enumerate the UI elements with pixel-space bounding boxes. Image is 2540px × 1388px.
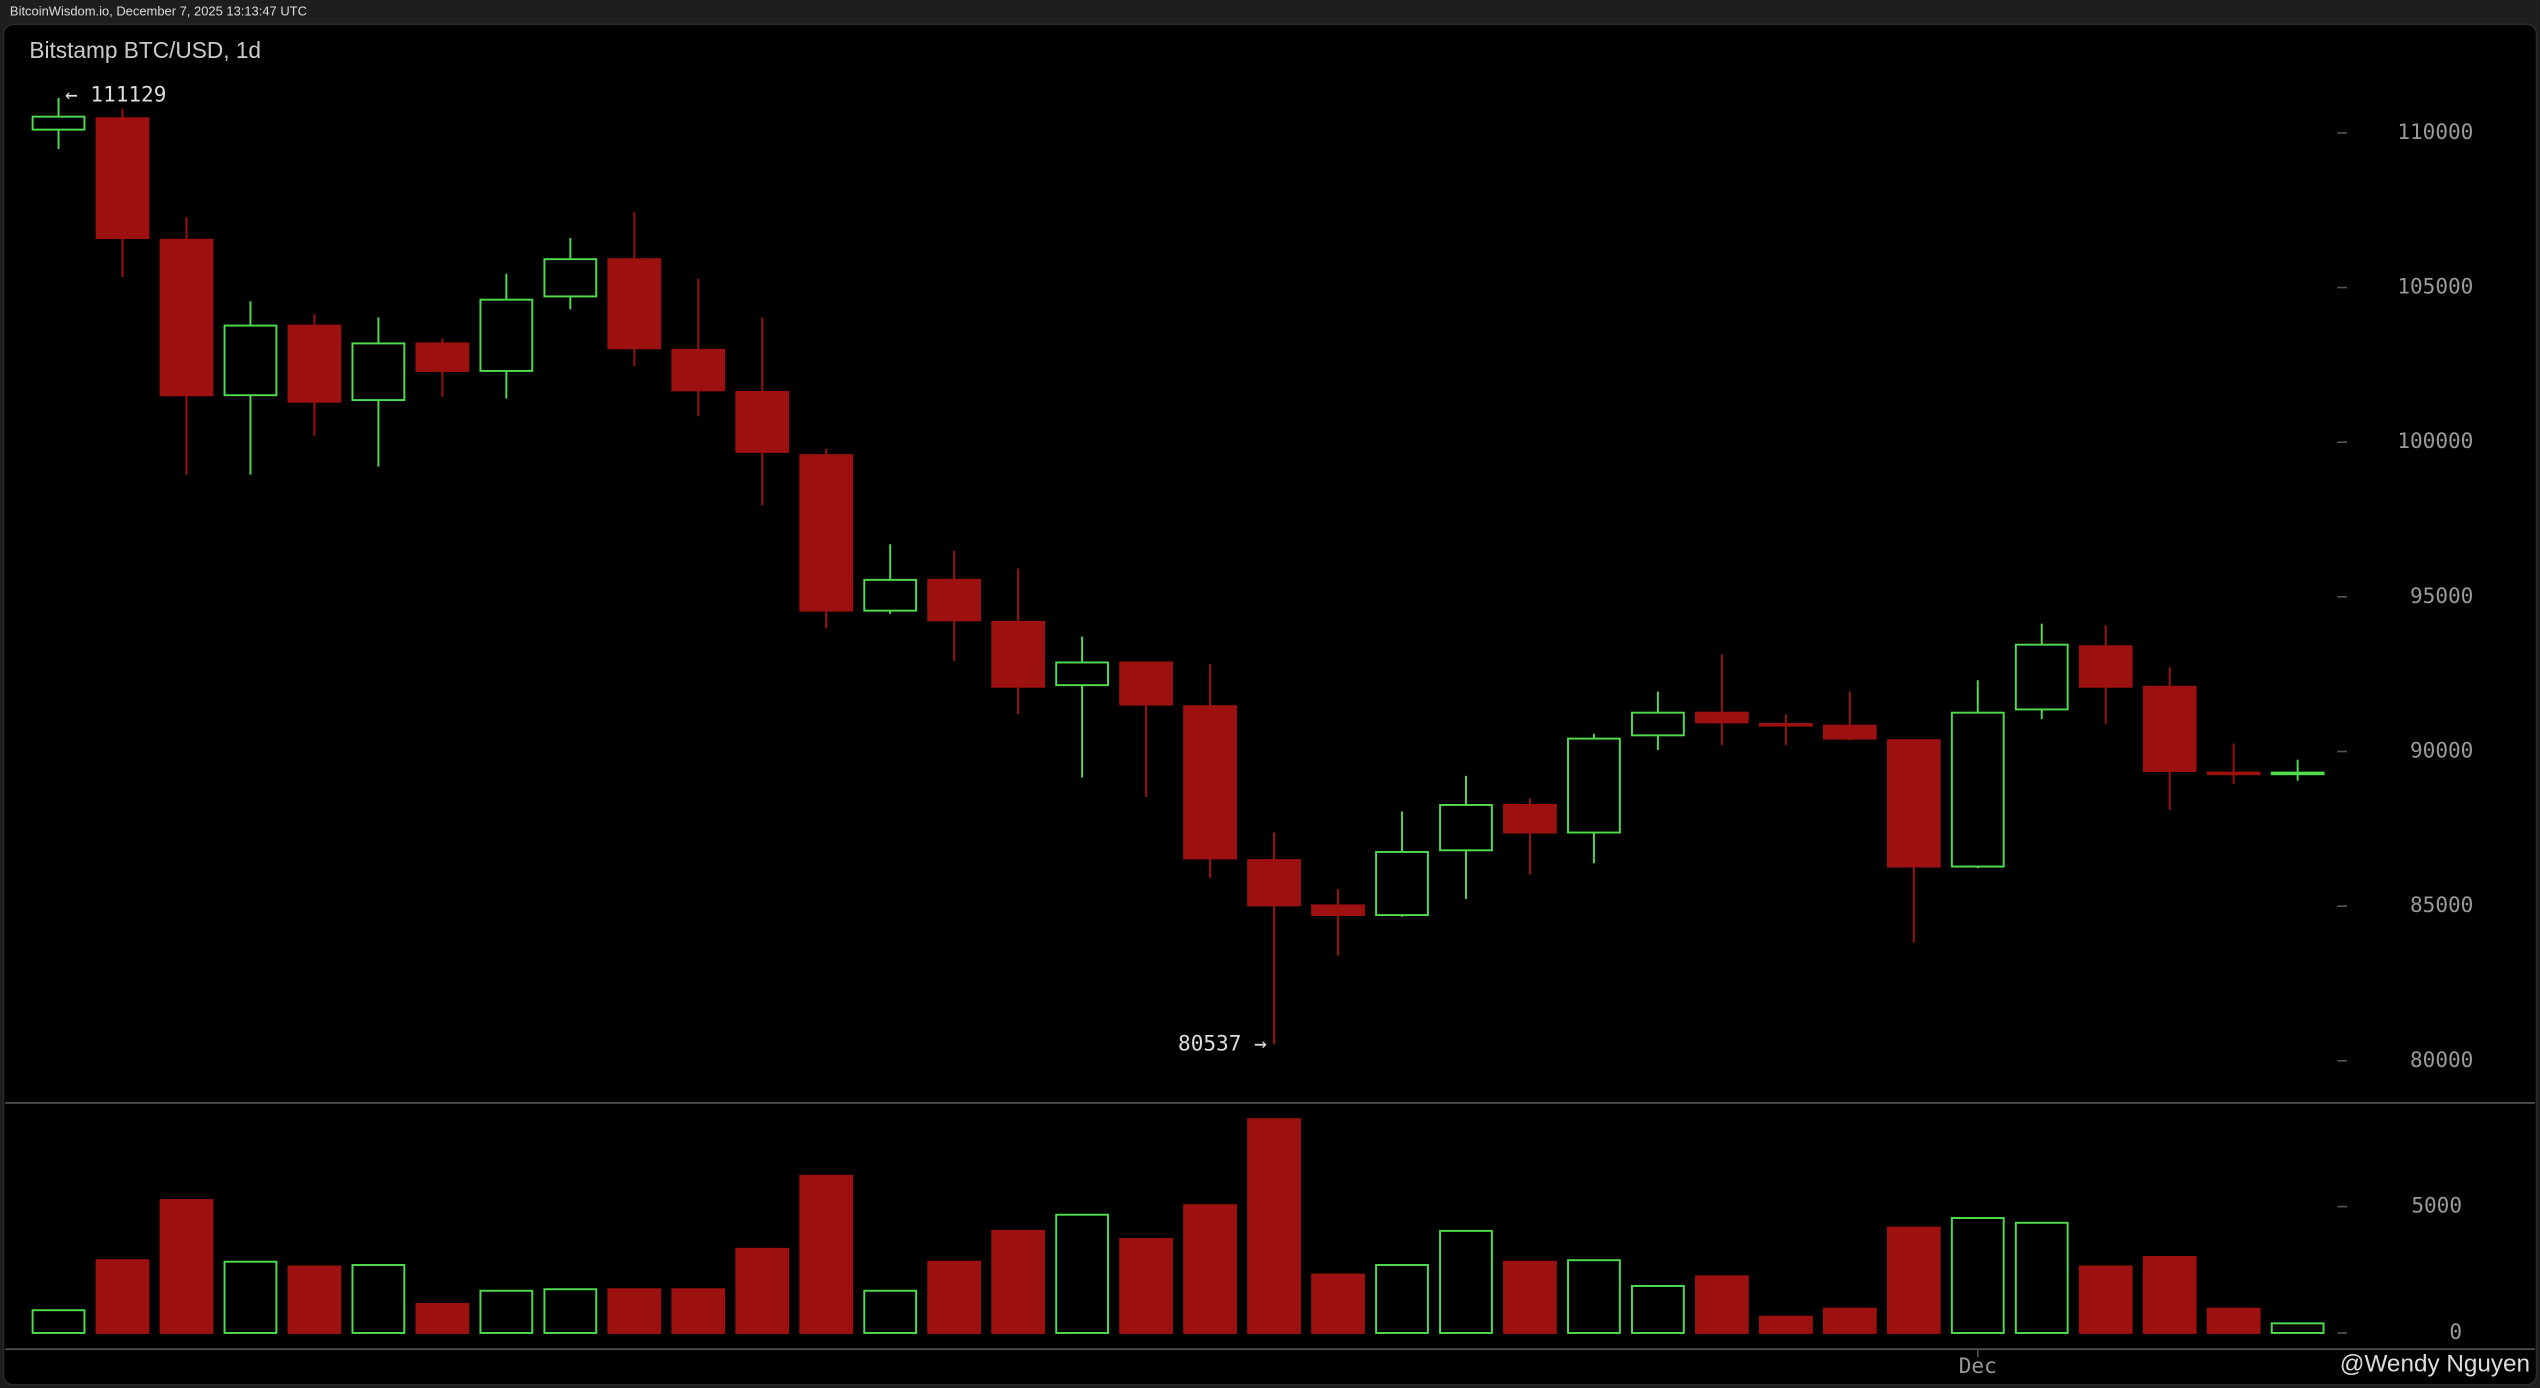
- volume-bar: [863, 1289, 918, 1334]
- candle-body: [95, 117, 150, 240]
- candle-body: [1119, 661, 1173, 706]
- candle-body: [1375, 850, 1429, 917]
- volume-bar: [2206, 1307, 2261, 1334]
- y-tick-label: 5000: [2411, 1193, 2462, 1218]
- y-tick-label: 95000: [2410, 583, 2473, 608]
- volume-bar: [95, 1259, 150, 1334]
- volume-bar: [735, 1247, 790, 1334]
- volume-bar: [159, 1199, 214, 1334]
- candle-body: [1183, 705, 1237, 860]
- candle-body: [1439, 804, 1493, 852]
- y-tick-label: 100000: [2397, 428, 2473, 453]
- candle-body: [1950, 711, 2005, 868]
- y-tick-label: 90000: [2410, 737, 2473, 762]
- chart-title: Bitstamp BTC/USD, 1d: [29, 37, 261, 63]
- candle-body: [1886, 739, 1941, 868]
- candle-body: [799, 454, 854, 612]
- x-tick-label: Dec: [1959, 1353, 1997, 1378]
- candle-body: [479, 298, 534, 372]
- candle-body: [2206, 771, 2261, 776]
- candle-body: [31, 115, 86, 131]
- volume-bar: [1950, 1217, 2005, 1334]
- candle-body: [543, 258, 598, 298]
- candle-body: [351, 342, 406, 402]
- volume-bar: [351, 1264, 406, 1334]
- y-tick-label: 0: [2449, 1319, 2462, 1344]
- volume-bar: [927, 1260, 982, 1334]
- volume-bar: [1631, 1284, 1685, 1334]
- volume-bar: [799, 1174, 854, 1334]
- volume-bar: [1694, 1275, 1749, 1334]
- candle-body: [863, 578, 918, 612]
- volume-bar: [2014, 1221, 2069, 1334]
- candle-body: [1694, 711, 1749, 724]
- y-tick-label: 105000: [2397, 274, 2473, 299]
- volume-bar: [607, 1288, 662, 1334]
- volume-bar: [2078, 1265, 2133, 1334]
- volume-bar: [479, 1289, 534, 1334]
- watermark: @Wendy Nguyen: [2340, 1351, 2530, 1378]
- chart-area: [2, 23, 2538, 1386]
- candle-body: [1631, 711, 1685, 737]
- volume-bar: [1375, 1264, 1429, 1334]
- candle-body: [1822, 724, 1877, 740]
- candle-body: [1758, 723, 1813, 727]
- candle-body: [671, 348, 726, 392]
- volume-bar: [991, 1229, 1046, 1334]
- candle-body: [287, 324, 342, 403]
- y-tick-label: 80000: [2410, 1047, 2473, 1072]
- volume-bar: [1119, 1237, 1173, 1334]
- volume-bar: [543, 1288, 598, 1334]
- volume-bar: [223, 1260, 278, 1334]
- annotation: 80537 →: [1178, 1031, 1267, 1056]
- candle-body: [2142, 685, 2197, 772]
- annotation: ← 111129: [65, 82, 166, 107]
- candle-body: [1055, 661, 1110, 687]
- volume-bar: [287, 1265, 342, 1334]
- volume-bar: [1439, 1229, 1493, 1334]
- volume-bar: [1503, 1260, 1557, 1334]
- candle-body: [1567, 737, 1621, 834]
- candle-body: [1311, 904, 1365, 917]
- volume-bar: [1247, 1118, 1301, 1334]
- volume-bar: [2142, 1255, 2197, 1334]
- y-tick-label: 85000: [2410, 892, 2473, 917]
- volume-bar: [1311, 1273, 1365, 1334]
- candle-body: [2270, 771, 2325, 776]
- header-text: BitcoinWisdom.io, December 7, 2025 13:13…: [10, 4, 307, 19]
- volume-bar: [671, 1288, 726, 1334]
- candle-body: [1247, 859, 1301, 907]
- candle-body: [991, 620, 1046, 688]
- candle-body: [223, 324, 278, 397]
- candle-body: [735, 391, 790, 453]
- volume-bar: [415, 1302, 470, 1334]
- candle-body: [607, 258, 662, 350]
- candle-body: [927, 578, 982, 622]
- candle-body: [1503, 804, 1557, 834]
- volume-bar: [2270, 1322, 2325, 1334]
- volume-bar: [31, 1309, 86, 1334]
- volume-bar: [1758, 1315, 1813, 1334]
- volume-bar: [1567, 1259, 1621, 1334]
- volume-bar: [1183, 1204, 1237, 1334]
- candle-body: [2078, 645, 2133, 688]
- candle-body: [159, 238, 214, 397]
- volume-bar: [1886, 1226, 1941, 1334]
- candle-body: [415, 342, 470, 372]
- candle-body: [2014, 643, 2069, 711]
- volume-bar: [1822, 1307, 1877, 1334]
- y-tick-label: 110000: [2397, 119, 2473, 144]
- volume-bar: [1055, 1213, 1110, 1334]
